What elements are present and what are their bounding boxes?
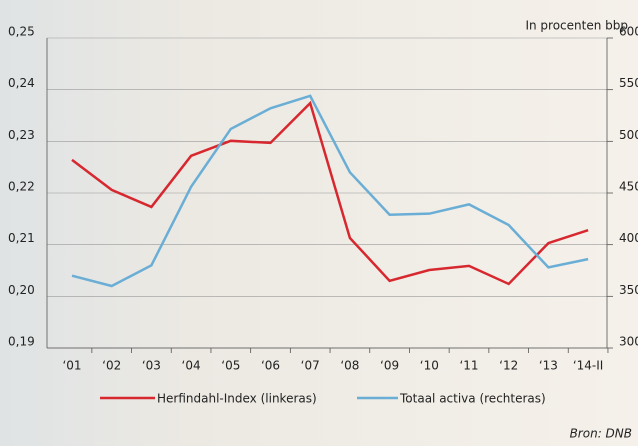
y-tick-label: 0,22 [8, 180, 35, 194]
y-tick-label: 0,24 [8, 76, 35, 90]
y-tick-label: 0,23 [8, 128, 35, 142]
chart: In procenten bbp Bron: DNB 0,19 0,20 0,21 0… [0, 0, 638, 446]
x-tick-label: ‘05 [221, 359, 240, 373]
x-tick-label: ‘03 [142, 359, 161, 373]
y2-tick-label: 600 [619, 25, 638, 39]
x-tick-label: ‘13 [539, 359, 558, 373]
x-tick-label: ‘08 [340, 359, 359, 373]
unit-label: In procenten bbp [525, 19, 628, 33]
x-tick-label: ‘01 [62, 359, 81, 373]
x-tick-label: ‘06 [261, 359, 280, 373]
y-tick-label: 0,20 [8, 283, 35, 297]
x-tick-label: ‘07 [301, 359, 320, 373]
y-tick-label: 0,25 [8, 25, 35, 39]
y2-tick-label: 400 [619, 231, 638, 245]
y2-tick-label: 350 [619, 283, 638, 297]
y2-tick-label: 500 [619, 128, 638, 142]
y-tick-label: 0,19 [8, 335, 35, 349]
x-tick-label: ‘04 [182, 359, 201, 373]
legend-label: Herfindahl-Index (linkeras) [157, 392, 317, 406]
x-tick-label: ‘11 [459, 359, 478, 373]
x-tick-label: ‘09 [380, 359, 399, 373]
y2-tick-label: 550 [619, 76, 638, 90]
y2-tick-label: 450 [619, 180, 638, 194]
x-tick-label: ‘14-II [573, 359, 604, 373]
legend-label: Totaal activa (rechteras) [399, 392, 546, 406]
x-tick-label: ‘12 [499, 359, 518, 373]
source: Bron: DNB [570, 427, 632, 441]
y-tick-label: 0,21 [8, 231, 35, 245]
x-tick-label: ‘02 [102, 359, 121, 373]
background [0, 0, 638, 446]
x-tick-label: ‘10 [420, 359, 439, 373]
y2-tick-label: 300 [619, 335, 638, 349]
